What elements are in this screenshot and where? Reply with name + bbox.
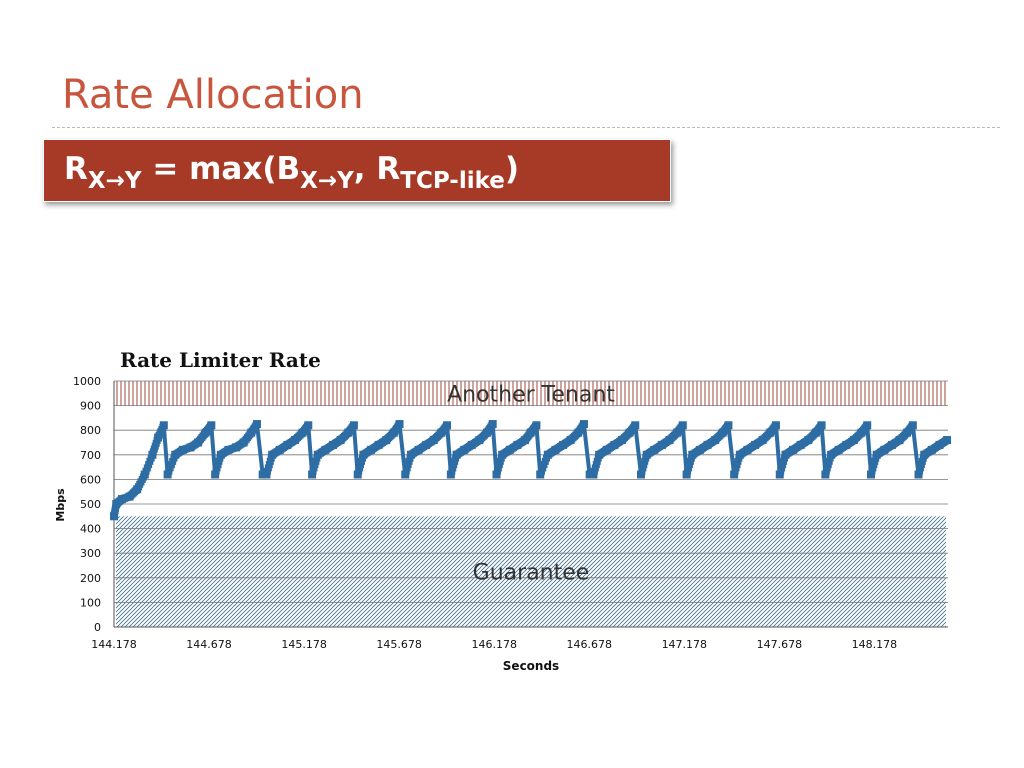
data-point-marker	[631, 421, 640, 430]
data-point-marker	[207, 421, 216, 430]
x-tick-label: 146.678	[567, 638, 613, 651]
y-tick-label: 100	[80, 596, 101, 609]
x-tick-label: 147.178	[662, 638, 708, 651]
y-tick-label: 200	[80, 572, 101, 585]
title-divider	[52, 127, 1000, 128]
data-point-marker	[349, 421, 358, 430]
data-point-marker	[579, 420, 588, 429]
x-tick-label: 145.678	[376, 638, 422, 651]
x-tick-label: 145.178	[281, 638, 327, 651]
data-point-marker	[395, 420, 404, 429]
x-tick-label: 147.678	[757, 638, 803, 651]
data-point-marker	[252, 420, 261, 429]
y-tick-label: 300	[80, 547, 101, 560]
data-point-marker	[159, 421, 168, 430]
data-point-marker	[908, 421, 917, 430]
data-point-marker	[943, 436, 952, 445]
x-tick-label: 146.178	[471, 638, 517, 651]
chart-title: Rate Limiter Rate	[120, 348, 321, 372]
y-tick-label: 700	[80, 449, 101, 462]
formula-max-b: = max(B	[141, 151, 301, 187]
data-point-marker	[863, 421, 872, 430]
formula-b-subscript: X→Y	[300, 168, 354, 194]
data-point-marker	[771, 421, 780, 430]
data-point-marker	[532, 421, 541, 430]
formula-r: R	[64, 151, 88, 187]
y-tick-label: 600	[80, 473, 101, 486]
formula-close: )	[504, 151, 520, 187]
formula-box: RX→Y = max(BX→Y, RTCP-like)	[43, 139, 671, 202]
x-tick-label: 148.178	[852, 638, 898, 651]
guarantee-region	[116, 516, 946, 627]
y-tick-label: 0	[94, 621, 101, 634]
y-tick-label: 400	[80, 523, 101, 536]
data-point-marker	[488, 420, 497, 429]
tenant-region-label: Another Tenant	[447, 382, 615, 407]
x-tick-label: 144.678	[186, 638, 232, 651]
data-point-marker	[443, 421, 452, 430]
y-tick-label: 800	[80, 424, 101, 437]
slide-title: Rate Allocation	[62, 72, 364, 118]
data-point-marker	[817, 421, 826, 430]
formula-tcp-subscript: TCP-like	[400, 168, 505, 194]
y-axis-title: Mbps	[54, 488, 67, 522]
y-tick-label: 1000	[73, 375, 101, 388]
data-point-marker	[304, 421, 313, 430]
x-tick-label: 144.178	[91, 638, 137, 651]
y-tick-label: 900	[80, 400, 101, 413]
guarantee-region-label: Guarantee	[473, 561, 590, 586]
data-point-marker	[724, 421, 733, 430]
y-tick-label: 500	[80, 498, 101, 511]
formula-separator: , R	[353, 151, 401, 187]
formula-r-subscript: X→Y	[87, 168, 142, 194]
tenant-region	[116, 381, 946, 406]
data-point-marker	[678, 421, 687, 430]
x-axis-title: Seconds	[503, 659, 559, 673]
